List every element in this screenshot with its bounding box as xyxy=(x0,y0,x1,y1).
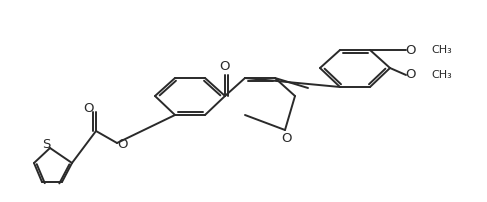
Text: O: O xyxy=(405,43,415,57)
Text: CH₃: CH₃ xyxy=(431,45,452,55)
Text: O: O xyxy=(405,68,415,81)
Text: CH₃: CH₃ xyxy=(431,70,452,80)
Text: O: O xyxy=(84,101,94,115)
Text: O: O xyxy=(118,138,128,150)
Text: O: O xyxy=(282,132,292,144)
Text: S: S xyxy=(42,138,50,150)
Text: O: O xyxy=(220,61,230,74)
